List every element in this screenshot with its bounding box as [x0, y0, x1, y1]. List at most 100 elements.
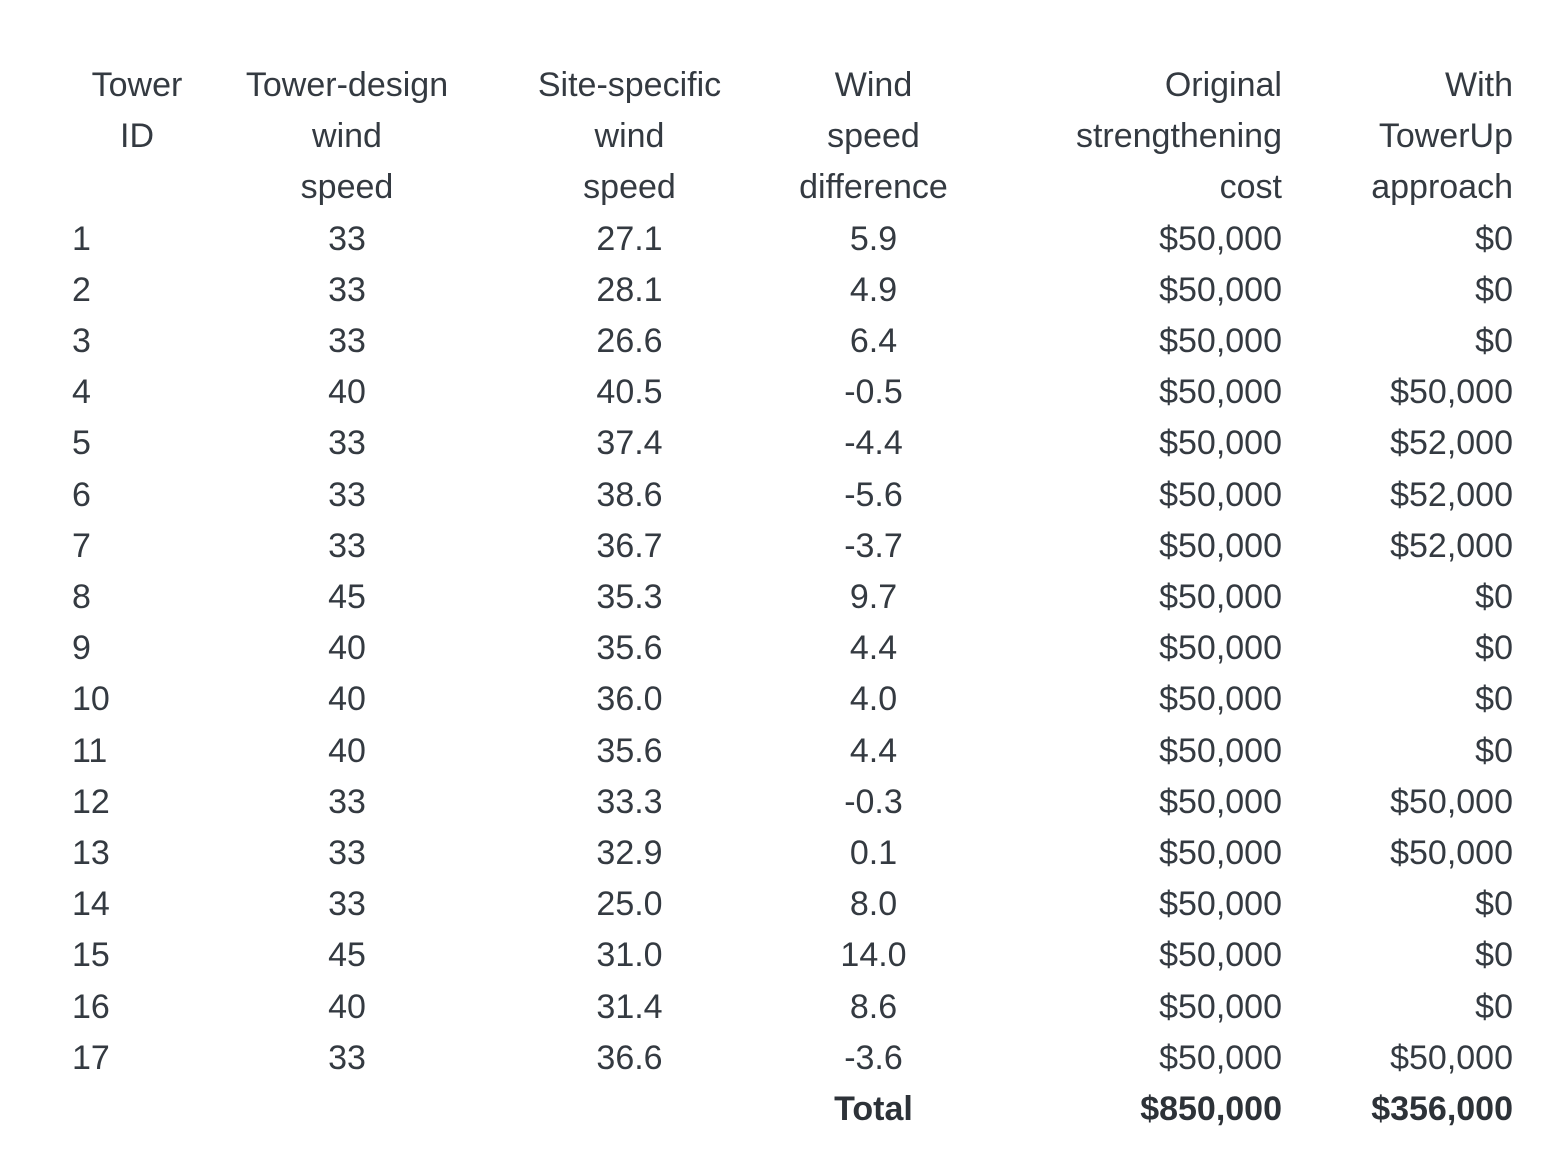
- table-cell: 26.6: [596, 321, 663, 360]
- table-cell: 9: [72, 629, 91, 668]
- header-row: Tower ID Tower-design wind speed Site-specifi…: [72, 60, 1513, 214]
- table-cell: $0: [1475, 936, 1513, 975]
- column-header-line: strengthening: [1075, 117, 1282, 156]
- total-row: Total $850,000 $356,000: [72, 1084, 1513, 1135]
- table-cell: 33.3: [596, 782, 663, 821]
- table-cell: 33: [328, 475, 366, 514]
- table-cell: 33: [328, 270, 366, 309]
- column-header-with-towerup-approach: With TowerUp approach: [1282, 60, 1513, 214]
- table-cell: 4.0: [849, 680, 898, 719]
- table-cell: 45: [328, 936, 366, 975]
- column-header-line: cost: [1219, 168, 1282, 207]
- column-header-line: Tower: [91, 66, 183, 104]
- table-cell: 28.1: [596, 270, 663, 309]
- table-cell: 31.0: [596, 936, 663, 975]
- table-cell: -4.4: [844, 424, 903, 463]
- table-cell: 35.6: [596, 731, 663, 770]
- table-cell: 36.0: [596, 680, 663, 719]
- column-header-line: approach: [1371, 168, 1513, 207]
- column-header-tower-id: Tower ID: [72, 60, 202, 214]
- table-cell: $0: [1475, 321, 1513, 360]
- column-header-tower-design-wind-speed: Tower-design wind speed: [202, 60, 492, 214]
- table-cell: 14: [72, 885, 110, 924]
- table-cell: $50,000: [1159, 475, 1282, 514]
- table-row: 13 33 32.9 0.1 $50,000 $50,000: [72, 828, 1513, 879]
- table-cell: -5.6: [844, 475, 903, 514]
- table-cell: $52,000: [1390, 475, 1513, 514]
- column-header-line: With: [1445, 66, 1513, 104]
- column-header-line: speed: [827, 117, 920, 156]
- table-cell: 32.9: [596, 834, 663, 872]
- total-value: $356,000: [1371, 1090, 1513, 1129]
- table-row: 5 33 37.4 -4.4 $50,000 $52,000: [72, 418, 1513, 469]
- column-header-line: Tower-design: [245, 66, 449, 104]
- column-header-wind-speed-difference: Wind speed difference: [767, 60, 980, 214]
- table-cell: $50,000: [1159, 731, 1282, 770]
- table-cell: 0.1: [849, 834, 898, 872]
- table-cell: $0: [1475, 680, 1513, 719]
- table-cell: 8: [72, 577, 91, 616]
- table-cell: $0: [1475, 577, 1513, 616]
- column-header-line: TowerUp: [1378, 117, 1513, 156]
- table-cell: 27.1: [596, 219, 663, 258]
- total-value: $850,000: [1140, 1090, 1282, 1129]
- table-cell: $50,000: [1159, 219, 1282, 258]
- table-cell: 33: [328, 1038, 366, 1077]
- column-header-line: Site-specific: [537, 66, 722, 104]
- table-cell: $50,000: [1159, 321, 1282, 360]
- table-cell: $52,000: [1390, 526, 1513, 565]
- table-row: 9 40 35.6 4.4 $50,000 $0: [72, 623, 1513, 674]
- table-cell: 17: [72, 1038, 110, 1077]
- table-cell: 40: [328, 373, 366, 412]
- column-header-site-specific-wind-speed: Site-specific wind speed: [492, 60, 767, 214]
- table-cell: 4.4: [849, 731, 898, 770]
- total-empty-cell: [72, 1084, 202, 1135]
- table-cell: $50,000: [1159, 885, 1282, 924]
- table-cell: 1: [72, 219, 91, 258]
- table-cell: $50,000: [1159, 834, 1282, 872]
- table-cell: 37.4: [596, 424, 663, 463]
- table-cell: 5.9: [849, 219, 898, 258]
- table-cell: $0: [1475, 885, 1513, 924]
- table-cell: $50,000: [1159, 373, 1282, 412]
- table-cell: $50,000: [1159, 782, 1282, 821]
- column-header-line: speed: [300, 168, 394, 207]
- table-cell: 36.7: [596, 526, 663, 565]
- table-cell: 8.0: [849, 885, 898, 924]
- table-cell: -3.6: [844, 1038, 903, 1077]
- column-header-line: ID: [120, 117, 154, 156]
- tower-cost-table: Tower ID Tower-design wind speed Site-specifi…: [72, 60, 1513, 1135]
- column-header-line: speed: [583, 168, 676, 207]
- table-cell: $50,000: [1159, 424, 1282, 463]
- table-row: 8 45 35.3 9.7 $50,000 $0: [72, 572, 1513, 623]
- table-cell: $50,000: [1159, 629, 1282, 668]
- table-row: 10 40 36.0 4.0 $50,000 $0: [72, 674, 1513, 725]
- column-header-line: Original: [1164, 66, 1282, 104]
- table-cell: 3: [72, 321, 91, 360]
- table-cell: 40: [328, 987, 366, 1026]
- column-header-line: wind: [594, 117, 665, 156]
- column-header-original-strengthening-cost: Original strengthening cost: [980, 60, 1282, 214]
- column-header-line: wind: [312, 117, 382, 156]
- table-cell: $50,000: [1390, 782, 1513, 821]
- table-cell: $0: [1475, 219, 1513, 258]
- table-cell: $0: [1475, 731, 1513, 770]
- table-row: 3 33 26.6 6.4 $50,000 $0: [72, 316, 1513, 367]
- table-cell: 33: [328, 219, 366, 258]
- table-cell: $0: [1475, 270, 1513, 309]
- table-cell: $50,000: [1159, 577, 1282, 616]
- column-header-line: difference: [799, 168, 948, 207]
- table-cell: 33: [328, 782, 366, 821]
- table-cell: 33: [328, 526, 366, 565]
- table-row: 12 33 33.3 -0.3 $50,000 $50,000: [72, 777, 1513, 828]
- table-cell: 7: [72, 526, 91, 565]
- table-cell: $50,000: [1159, 936, 1282, 975]
- table-cell: 12: [72, 782, 110, 821]
- table-cell: 40.5: [596, 373, 663, 412]
- table-row: 6 33 38.6 -5.6 $50,000 $52,000: [72, 470, 1513, 521]
- table-cell: $50,000: [1390, 1038, 1513, 1077]
- table-cell: 40: [328, 629, 366, 668]
- table-cell: 36.6: [596, 1038, 663, 1077]
- table-footer: Total $850,000 $356,000: [72, 1084, 1513, 1135]
- table-cell: 31.4: [596, 987, 663, 1026]
